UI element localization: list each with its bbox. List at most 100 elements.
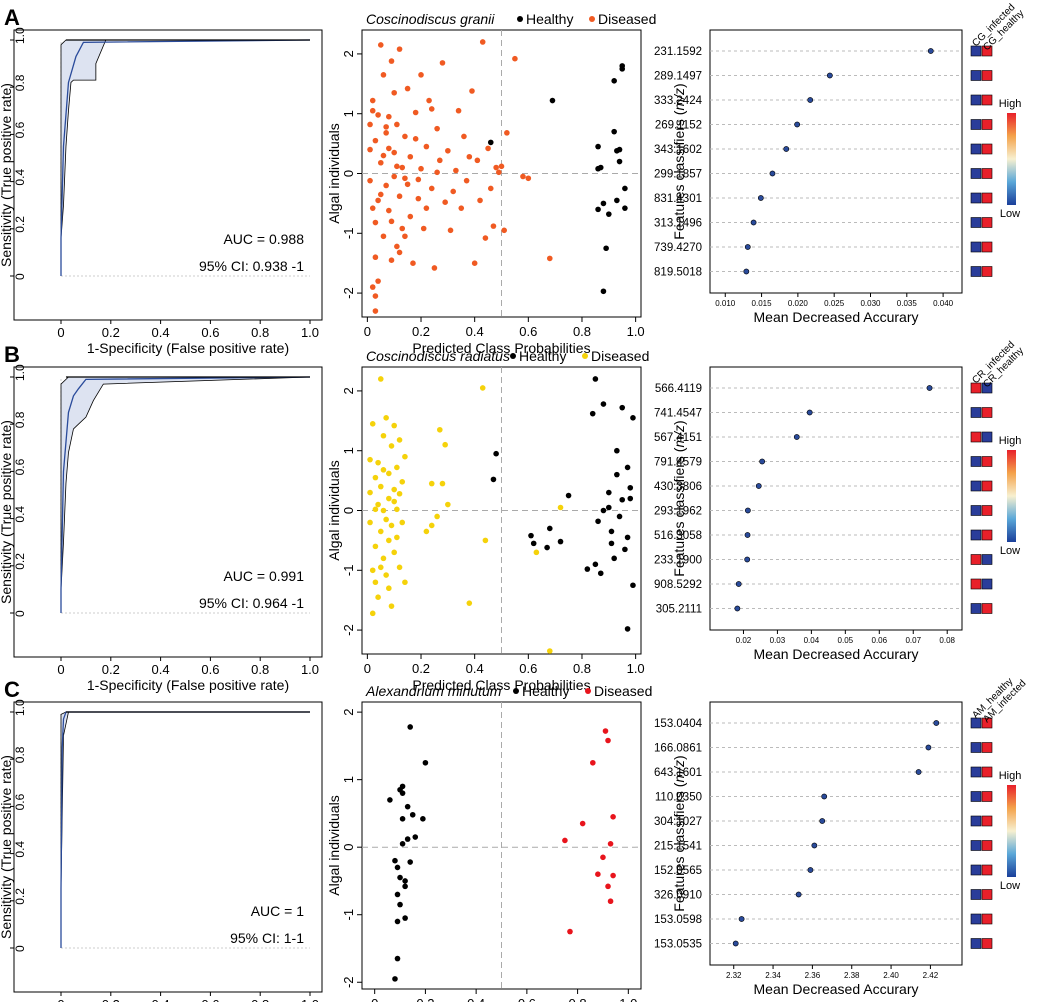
legend-healthy-label: Healthy xyxy=(526,11,573,27)
diseased-point xyxy=(394,163,400,170)
healthy-point xyxy=(619,66,626,72)
diseased-point xyxy=(610,872,616,879)
importance-point xyxy=(915,769,922,775)
diseased-point xyxy=(367,146,373,153)
importance-x-tick-label: 0.020 xyxy=(788,299,809,308)
diseased-point xyxy=(383,130,389,136)
diseased-point xyxy=(369,107,376,114)
heat-cell xyxy=(981,529,993,541)
diseased-point xyxy=(372,474,379,481)
diseased-point xyxy=(369,284,376,290)
diseased-point xyxy=(442,441,448,448)
diseased-point xyxy=(407,153,414,160)
heat-cell xyxy=(970,192,982,204)
auc-text: AUC = 0.988 xyxy=(223,231,304,247)
importance-point xyxy=(927,48,934,54)
diseased-point xyxy=(377,191,384,198)
diseased-point xyxy=(369,610,376,617)
healthy-point xyxy=(627,484,634,491)
diseased-point xyxy=(396,46,403,52)
scatter-y-tick-label: 0 xyxy=(341,844,356,851)
diseased-point xyxy=(602,728,609,734)
healthy-point xyxy=(595,143,601,150)
diseased-point xyxy=(490,223,497,229)
heat-cell xyxy=(981,554,993,565)
healthy-point xyxy=(530,540,537,547)
heat-cell xyxy=(981,717,993,729)
healthy-point xyxy=(616,513,623,520)
roc-x-tick-label: 0 xyxy=(57,325,64,340)
heat-cell xyxy=(981,913,993,925)
importance-point xyxy=(819,818,826,824)
diseased-point xyxy=(474,157,481,164)
healthy-point xyxy=(394,891,401,898)
roc-y-label: Sensitivity (True positive rate) xyxy=(0,420,14,604)
scatter-x-tick-label: 0.8 xyxy=(573,661,591,676)
roc-y-tick-label: 0 xyxy=(13,273,27,280)
roc-y-tick-label: 1.0 xyxy=(13,364,27,381)
diseased-point xyxy=(546,255,553,262)
diseased-point xyxy=(420,225,427,232)
healthy-point xyxy=(407,724,413,730)
healthy-point xyxy=(589,410,596,417)
importance-x-tick-label: 0.025 xyxy=(824,299,845,308)
healthy-point xyxy=(407,859,413,865)
feature-label: 153.0535 xyxy=(654,939,702,951)
healthy-point xyxy=(402,883,408,890)
scatter-x-tick-label: 0.2 xyxy=(412,661,430,676)
importance-point xyxy=(735,581,742,587)
heat-cell xyxy=(970,382,982,394)
scatter-title-legend: Coscinodiscus radiatus Healthy Diseased xyxy=(366,348,649,364)
importance-point xyxy=(793,434,800,440)
diseased-point xyxy=(372,254,379,261)
diseased-point xyxy=(418,165,424,172)
feature-label: 430.3806 xyxy=(654,481,702,493)
importance-x-tick-label: 0.03 xyxy=(770,636,786,645)
diseased-point xyxy=(479,385,486,391)
diseased-point xyxy=(498,163,505,170)
importance-point xyxy=(755,483,762,489)
roc-curve xyxy=(60,39,311,276)
scatter-title-legend: Alexandrium minutum Healthy Diseased xyxy=(365,683,652,699)
diseased-point xyxy=(423,205,430,211)
diseased-point xyxy=(402,175,408,182)
diseased-point xyxy=(380,72,387,78)
heat-cell xyxy=(981,603,993,614)
importance-point xyxy=(750,219,757,226)
diseased-point xyxy=(386,145,392,152)
importance-x-tick-label: 0.04 xyxy=(804,636,820,645)
importance-point xyxy=(821,793,828,800)
heat-cell xyxy=(981,791,993,802)
diseased-point xyxy=(380,432,387,439)
feature-label: 333.2424 xyxy=(654,95,703,107)
healthy-point xyxy=(399,816,406,822)
roc-y-tick-label: 0.6 xyxy=(13,121,27,138)
diseased-point xyxy=(482,537,489,544)
diseased-point xyxy=(402,453,408,460)
heat-cell xyxy=(970,938,982,949)
diseased-point xyxy=(466,153,473,160)
diseased-point xyxy=(436,157,443,164)
feature-label: 304.1027 xyxy=(654,816,702,828)
healthy-point xyxy=(397,901,403,908)
diseased-point xyxy=(367,177,373,184)
scatter-title-legend: Coscinodiscus granii Healthy Diseased xyxy=(366,11,656,27)
diseased-point xyxy=(394,243,400,250)
healthy-point xyxy=(600,507,607,514)
diseased-point xyxy=(386,495,392,502)
diseased-point xyxy=(407,213,414,220)
diseased-point xyxy=(380,507,387,514)
diseased-point xyxy=(388,218,395,225)
importance-x-tick-label: 0.035 xyxy=(897,299,918,308)
healthy-point xyxy=(600,401,607,407)
healthy-point xyxy=(565,492,572,499)
heat-cell xyxy=(981,407,993,418)
importance-x-label: Mean Decreased Accurary xyxy=(754,309,919,325)
diseased-point xyxy=(404,181,411,188)
heat-cell xyxy=(981,840,993,851)
feature-label: 741.4547 xyxy=(654,408,702,420)
species-title: Alexandrium minutum xyxy=(365,683,502,699)
diseased-point xyxy=(487,185,494,192)
roc-x-tick-label: 0.2 xyxy=(102,325,120,340)
healthy-point xyxy=(627,495,634,502)
